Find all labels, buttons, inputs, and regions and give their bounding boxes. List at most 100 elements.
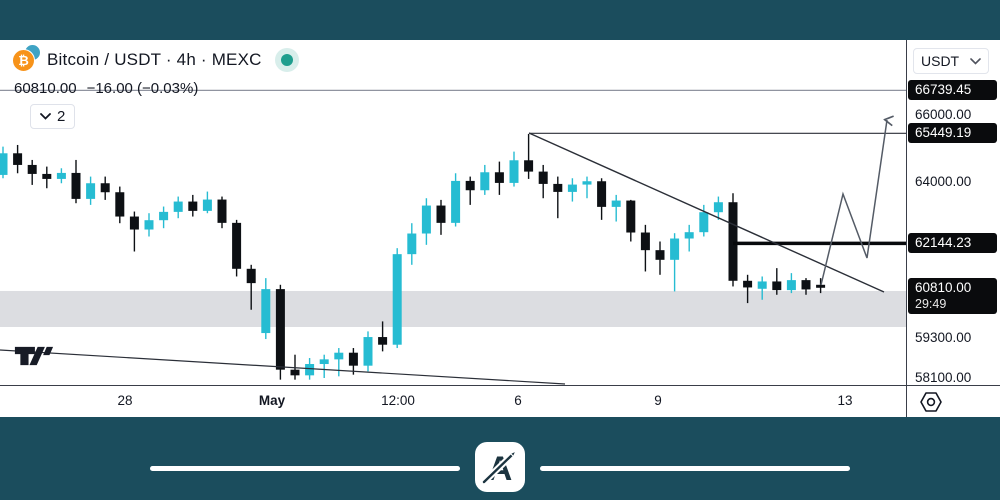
candlestick-chart[interactable] [0,40,906,385]
price-tick-label: 59300.00 [915,330,972,346]
time-axis[interactable]: 28 May 12:00 6 9 13 [0,386,906,417]
candle-body [465,180,475,191]
candle-body [743,280,753,288]
time-tick-label: 6 [514,393,522,408]
candle-body [86,183,96,199]
candle-body [129,216,139,230]
top-frame-bar [0,0,1000,40]
time-tick-label: 9 [654,393,662,408]
tradingview-logo[interactable] [14,345,54,369]
last-price: 60810.00 [14,80,77,97]
candle-body [786,280,796,291]
candle-body [611,200,621,207]
candle-body [56,172,66,179]
price-axis[interactable]: USDT 66000.00 64000.00 59300.00 58100.00 667… [907,40,1000,417]
candle-body [319,359,329,365]
candle-body [451,180,461,223]
candle-body [275,289,285,370]
candle-body [494,172,504,183]
candle-body [0,153,8,175]
candle-body [188,201,198,211]
divider-line-left [150,466,460,471]
countdown-timer: 29:49 [915,296,947,311]
price-tick-label: 64000.00 [915,173,972,189]
candle-body [305,364,315,376]
brand-logo: A [475,442,525,492]
candle-body [728,202,738,281]
time-tick-label: May [258,393,286,408]
price-level-badge: 65449.19 [908,123,997,144]
candle-body [640,232,650,251]
time-tick-label: 12:00 [381,393,415,408]
candle-body [42,173,52,179]
chevron-down-icon [970,57,981,65]
symbol-header: ₿ Bitcoin / USDT · 4h · MEXC [12,45,299,72]
candle-body [378,337,388,345]
price-tick-label: 58100.00 [915,370,972,385]
candle-body [436,205,446,223]
candle-body [699,212,709,233]
candle-body [71,172,81,199]
candle-body [100,183,110,193]
drawings-count: 2 [57,108,66,125]
bitcoin-icon: ₿ [12,45,40,72]
candle-body [246,268,256,284]
currency-label: USDT [921,53,960,69]
candle-body [553,183,563,192]
candle-body [801,280,811,290]
last-price-badge: 60810.00 29:49 [908,277,997,314]
price-level-badge: 62144.23 [908,233,997,254]
candle-body [524,160,534,172]
market-status-dot[interactable] [274,48,299,72]
trendline[interactable] [528,132,885,293]
candle-body [232,222,242,269]
time-tick-label: 28 [117,393,133,408]
candle-body [509,160,519,183]
candle-body [757,281,767,289]
drawings-dropdown[interactable]: 2 [30,104,76,129]
candle-body [290,369,300,376]
candle-body [480,172,490,191]
tradingview-logo-icon [14,346,54,366]
divider-line-right [540,466,850,471]
candle-body [626,200,636,233]
projection-arrow[interactable] [820,120,887,286]
gear-icon [920,392,942,412]
candle-body [159,211,169,221]
candle-body [13,153,23,165]
price-level-badge: 66739.45 [908,80,997,101]
chart-settings-button[interactable] [918,390,944,414]
trendline[interactable] [0,349,566,385]
candle-body [816,284,826,288]
candle-body [713,202,723,213]
candle-body [261,289,271,334]
price-change: −16.00 (−0.03%) [86,80,199,97]
symbol-title[interactable]: Bitcoin / USDT · 4h · MEXC [47,50,262,69]
candle-body [538,171,548,184]
candle-body [772,281,782,291]
candle-body [115,192,125,217]
candle-body [348,352,358,366]
candle-body [597,181,607,207]
candle-body [684,232,694,239]
price-axis-border [906,40,907,417]
candle-body [202,199,212,211]
candle-body [407,233,417,255]
candle-body [363,337,373,366]
candle-body [421,205,431,234]
candle-body [670,238,680,260]
candle-body [334,352,344,360]
time-tick-label: 13 [837,393,853,408]
price-tick-label: 66000.00 [915,107,972,122]
candle-body [392,254,402,345]
chevron-down-icon [40,113,51,120]
candle-body [27,164,37,174]
supply-zone[interactable] [0,290,906,327]
candle-body [144,220,154,230]
candle-body [173,201,183,212]
currency-dropdown[interactable]: USDT [913,48,989,74]
candle-body [567,184,577,192]
candle-body [655,250,665,260]
time-axis-border [0,385,1000,386]
price-row: 60810.00 −16.00 (−0.03%) [14,80,198,97]
